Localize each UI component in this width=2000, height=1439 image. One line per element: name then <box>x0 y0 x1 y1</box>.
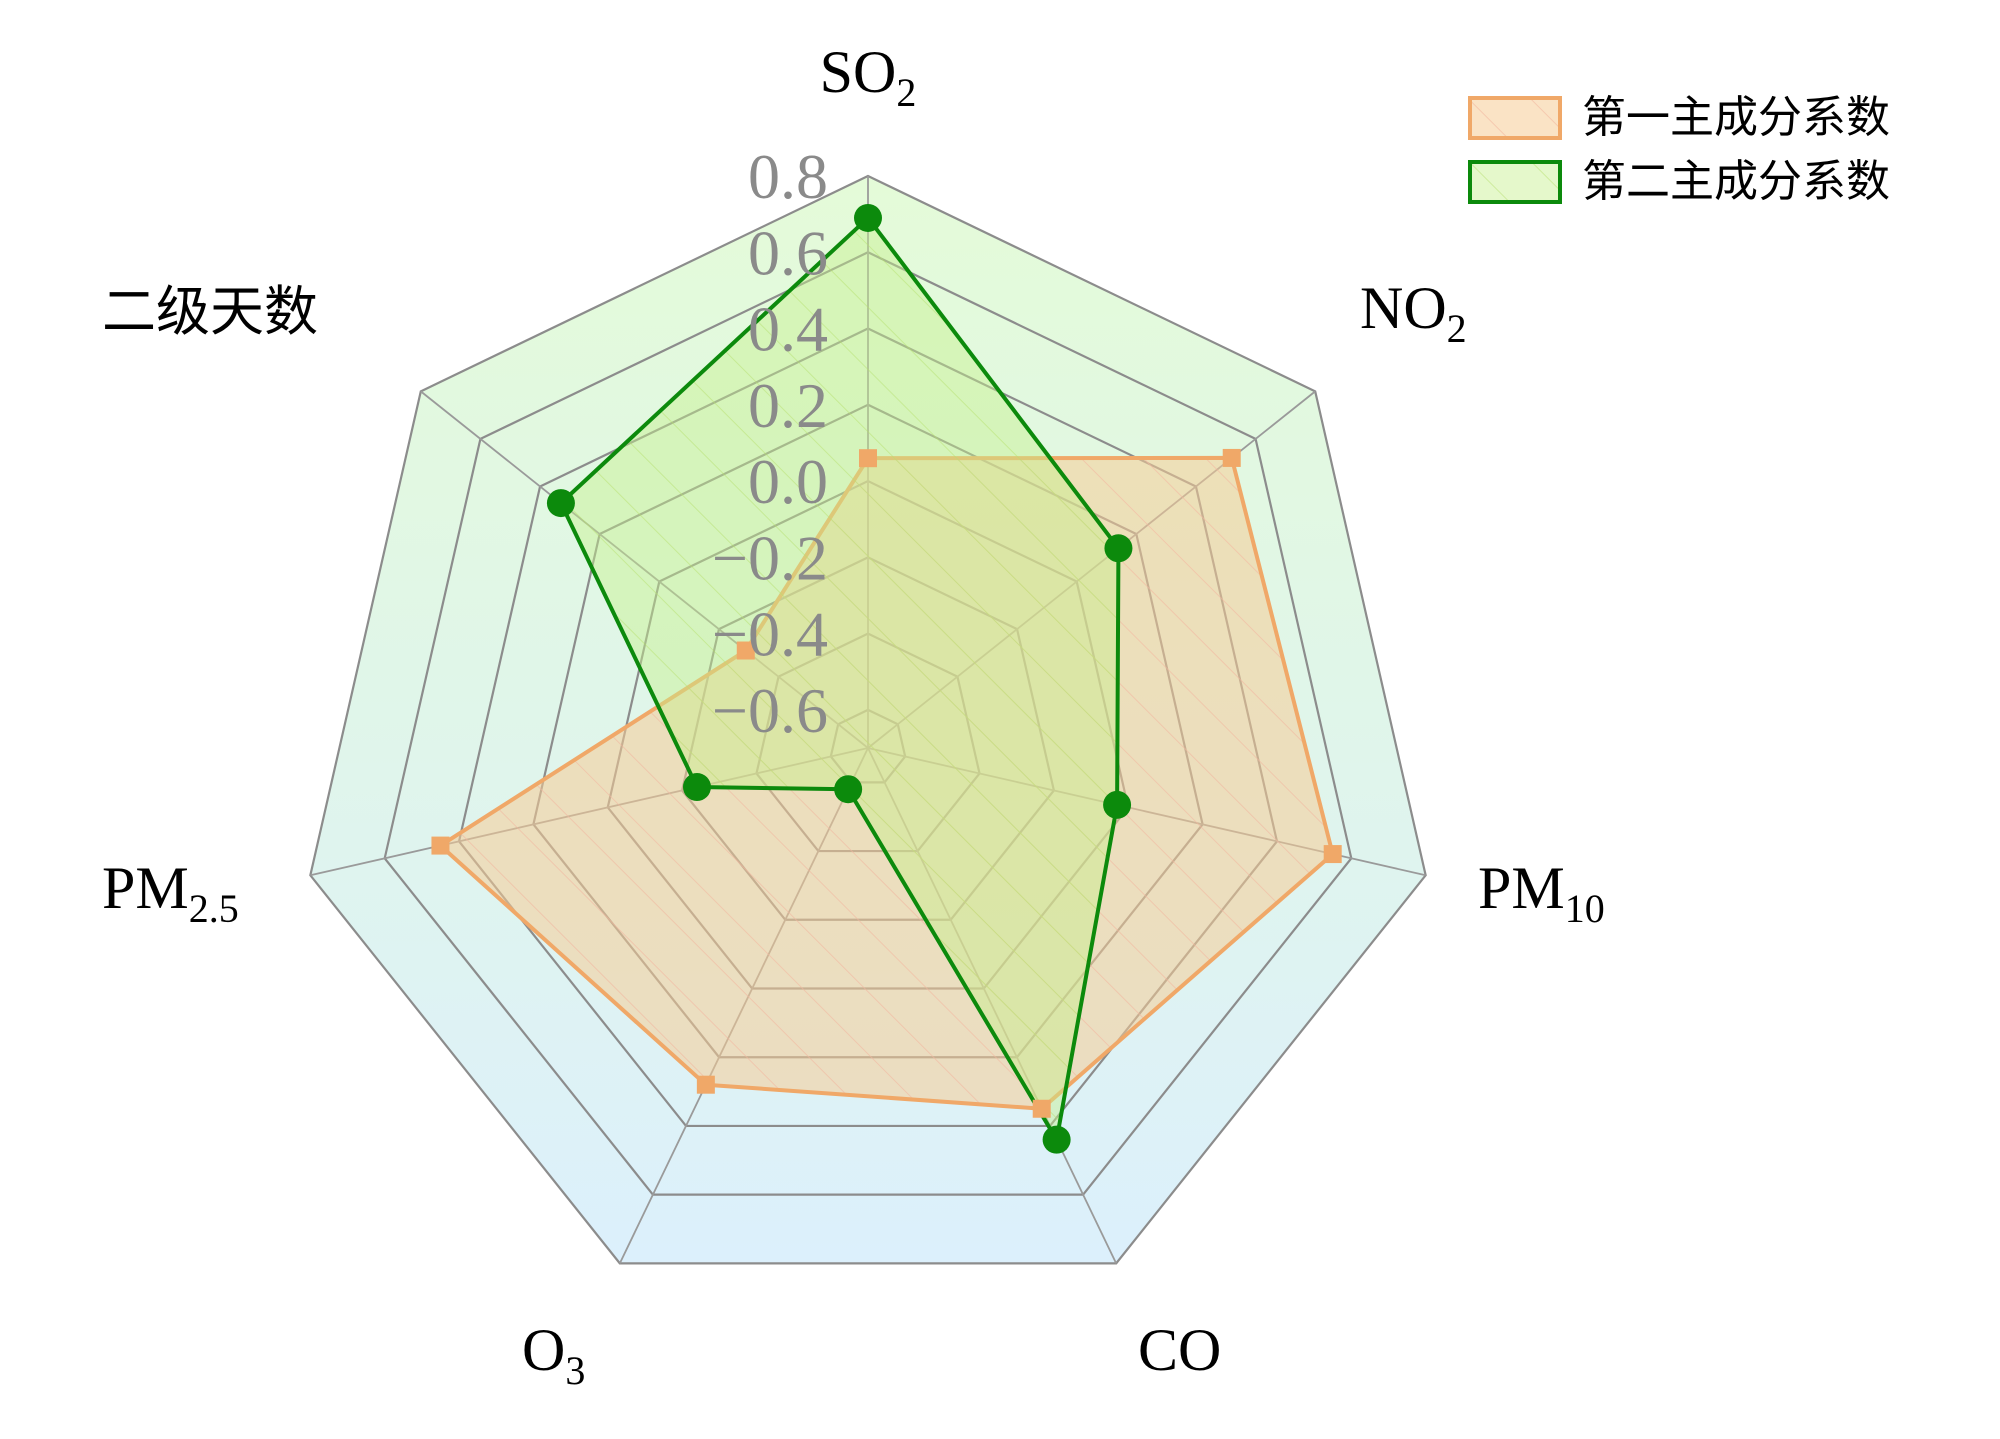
legend-item: 第二主成分系数 <box>1468 156 1890 207</box>
legend-swatch <box>1468 160 1562 204</box>
tick-label: −0.2 <box>712 522 828 593</box>
axis-label: PM10 <box>1478 855 1605 931</box>
series-point <box>736 641 755 660</box>
series-area <box>560 217 1119 1140</box>
series-point <box>682 773 711 802</box>
series-point <box>859 449 877 468</box>
series-point <box>1103 790 1132 819</box>
legend-item: 第一主成分系数 <box>1468 92 1890 143</box>
legend-label: 第一主成分系数 <box>1582 92 1890 143</box>
grid-ring <box>309 174 1427 1265</box>
series-point <box>1222 448 1241 467</box>
tick-label: 0.8 <box>748 141 828 212</box>
tick-label: 0.4 <box>748 294 828 365</box>
tick-label: 0.6 <box>748 217 828 288</box>
series-markers-1 <box>431 448 1342 1118</box>
axis-label: PM2.5 <box>102 855 239 931</box>
axis-label: 二级天数 <box>102 280 318 343</box>
series-point <box>431 836 450 855</box>
series-point <box>696 1075 715 1094</box>
series-point <box>546 489 575 518</box>
series-point <box>1323 845 1342 864</box>
axis-label: SO2 <box>820 39 917 115</box>
series-point <box>1032 1099 1051 1118</box>
axis-labels: SO2 NO2 PM10 CO O3 PM2.5 二级天数 <box>102 39 1605 1393</box>
series-point <box>1104 534 1133 563</box>
tick-label: 0.0 <box>748 446 828 517</box>
series-2 <box>558 215 1121 1142</box>
radar-series <box>431 203 1342 1154</box>
axis-label: O3 <box>522 1317 585 1393</box>
tick-label: 0.2 <box>748 370 828 441</box>
series-point <box>834 775 863 804</box>
legend-swatch <box>1468 96 1562 140</box>
axis-label: CO <box>1138 1317 1221 1383</box>
axis-label: NO2 <box>1360 275 1467 351</box>
tick-label: −0.6 <box>712 675 828 746</box>
radial-tick-labels: 0.80.60.40.20.0−0.2−0.4−0.6 <box>712 141 828 746</box>
grid-ring <box>383 251 1353 1196</box>
series-line <box>558 215 1121 1142</box>
series-point <box>1042 1125 1071 1154</box>
legend-label: 第二主成分系数 <box>1582 156 1890 207</box>
tick-label: −0.4 <box>712 599 828 670</box>
series-point <box>854 203 882 232</box>
series-markers-2 <box>546 203 1133 1154</box>
